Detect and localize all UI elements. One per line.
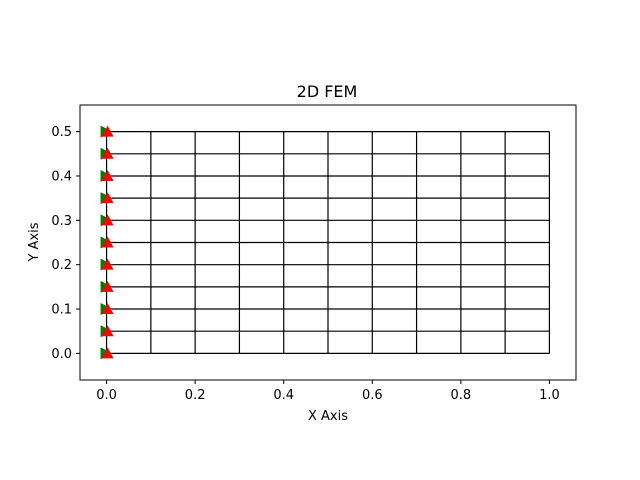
x-tick-label: 0.6 — [362, 388, 383, 403]
y-support-marker — [101, 147, 114, 159]
y-support-marker — [101, 347, 114, 359]
axes-frame — [79, 104, 577, 381]
y-support-marker — [101, 325, 114, 337]
y-support-marker — [101, 236, 114, 248]
y-support-marker — [101, 192, 114, 204]
x-axis-label: X Axis — [308, 409, 348, 424]
x-tick-label: 0.4 — [273, 388, 294, 403]
y-support-marker — [101, 125, 114, 137]
y-tick-label: 0.4 — [51, 169, 72, 184]
x-tick-label: 0.0 — [96, 388, 117, 403]
y-tick-label: 0.0 — [51, 347, 72, 362]
y-support-marker — [101, 169, 114, 181]
mesh-layer — [105, 131, 551, 354]
y-tick-label: 0.5 — [51, 125, 72, 140]
x-tick-label: 1.0 — [539, 388, 560, 403]
y-support-marker — [101, 303, 114, 315]
y-axis-label: Y Axis — [27, 222, 42, 262]
y-support-marker — [101, 214, 114, 226]
y-support-marker — [101, 258, 114, 270]
chart-title: 2D FEM — [297, 82, 358, 101]
y-tick-label: 0.3 — [51, 214, 72, 229]
y-ticks: 0.0 0.1 0.2 0.3 0.4 0.5 — [51, 125, 80, 362]
boundary-conditions-layer — [100, 125, 114, 360]
y-tick-label: 0.1 — [51, 303, 72, 318]
x-tick-label: 0.2 — [185, 388, 206, 403]
y-support-marker — [101, 280, 114, 292]
y-tick-label: 0.2 — [51, 258, 72, 273]
x-ticks: 0.0 0.2 0.4 0.6 0.8 1.0 — [96, 380, 560, 403]
x-tick-label: 0.8 — [451, 388, 472, 403]
